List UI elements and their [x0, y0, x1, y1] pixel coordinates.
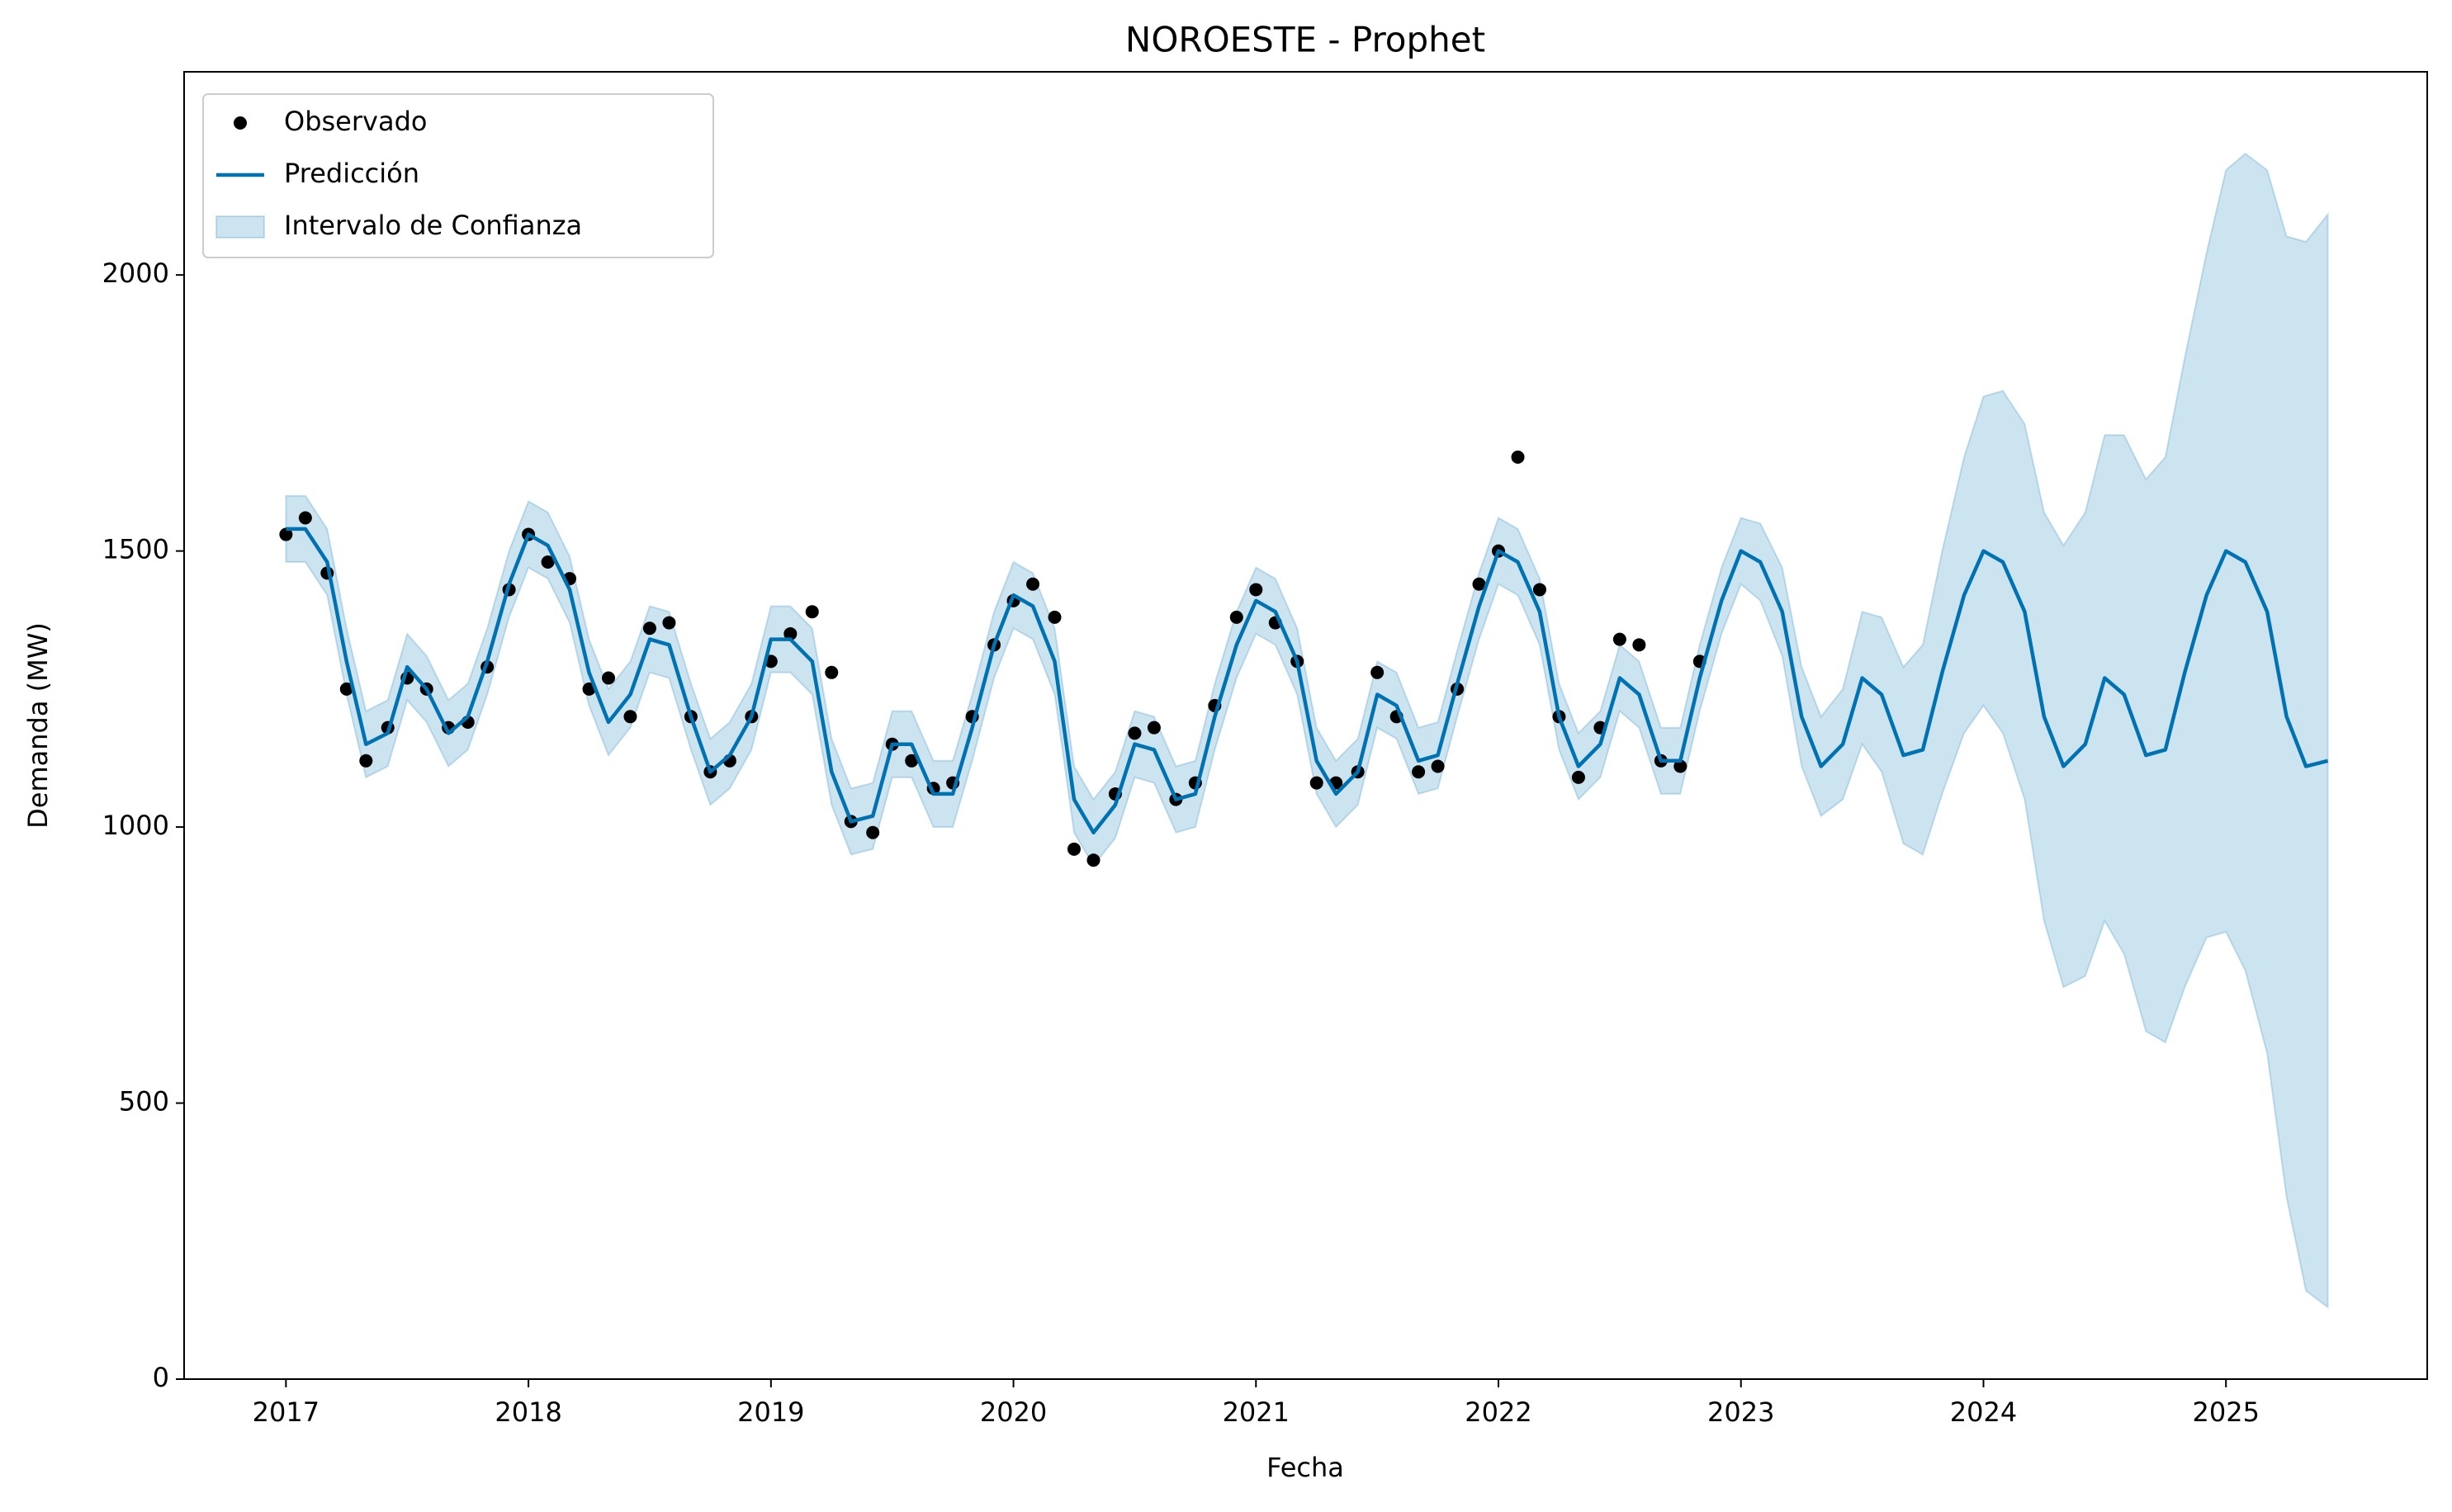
legend-label: Predicción	[284, 158, 419, 189]
observed-point	[783, 626, 798, 640]
observed-point	[298, 511, 312, 525]
observed-point	[1511, 450, 1525, 464]
prediction-line	[286, 527, 2329, 835]
legend-label: Observado	[284, 106, 427, 137]
observed-point	[339, 682, 353, 696]
y-tick-label: 0	[153, 1362, 169, 1393]
observed-point	[1632, 638, 1646, 652]
x-tick-label: 2019	[737, 1396, 804, 1428]
observed-point	[602, 671, 616, 685]
observed-point	[805, 605, 819, 619]
y-tick-label: 1000	[102, 810, 169, 841]
observed-point	[1048, 610, 1062, 624]
confidence-band	[285, 152, 2329, 1310]
observed-point	[1472, 577, 1486, 591]
observed-point	[279, 527, 293, 541]
legend-box	[202, 93, 714, 258]
observed-point	[662, 616, 676, 630]
observed-point	[1431, 759, 1445, 773]
legend-label: Intervalo de Confianza	[284, 210, 582, 241]
observed-point	[623, 710, 637, 724]
y-tick-label: 2000	[102, 258, 169, 289]
x-tick-label: 2023	[1707, 1396, 1774, 1428]
chart-title: NOROESTE - Prophet	[1125, 20, 1485, 60]
x-axis-label: Fecha	[1266, 1452, 1344, 1483]
observed-point	[1086, 853, 1101, 867]
y-axis-label: Demanda (MW)	[22, 622, 54, 829]
observed-point	[1147, 721, 1161, 735]
x-tick-label: 2017	[253, 1396, 320, 1428]
observed-point	[1229, 610, 1243, 624]
observed-point	[1249, 583, 1263, 597]
observed-point	[1128, 726, 1142, 740]
observed-point	[825, 665, 839, 679]
observed-point	[642, 621, 656, 636]
observed-point	[1370, 665, 1385, 679]
observed-point	[1026, 577, 1040, 591]
observed-point	[359, 754, 373, 768]
observed-point	[905, 754, 919, 768]
observed-point	[1412, 765, 1426, 779]
legend-marker	[215, 215, 265, 239]
y-tick-label: 500	[119, 1086, 169, 1117]
x-tick-label: 2021	[1223, 1396, 1290, 1428]
observed-point	[1067, 842, 1081, 856]
observed-point	[541, 555, 555, 569]
observed-point	[1612, 632, 1626, 646]
x-tick-label: 2022	[1465, 1396, 1531, 1428]
plot-area	[279, 152, 2329, 1310]
observed-point	[1571, 770, 1585, 784]
x-tick-label: 2025	[2192, 1396, 2259, 1428]
observed-point	[866, 825, 880, 839]
observed-point	[1532, 583, 1546, 597]
x-tick-label: 2024	[1950, 1396, 2017, 1428]
x-tick-label: 2018	[495, 1396, 561, 1428]
observed-point	[1673, 759, 1688, 773]
legend-marker	[234, 116, 247, 130]
axes-frame	[183, 71, 2428, 1380]
x-tick-label: 2020	[980, 1396, 1047, 1428]
y-tick-label: 1500	[102, 534, 169, 565]
observed-point	[1309, 776, 1323, 790]
